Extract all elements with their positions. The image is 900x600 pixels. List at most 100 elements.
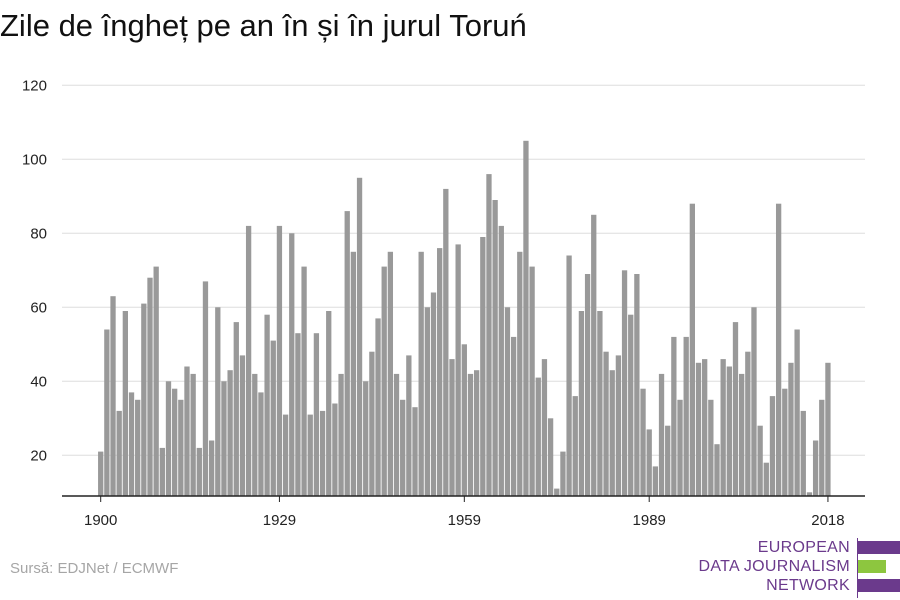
bar-1941[interactable] [350,251,357,496]
bar-2005[interactable] [745,351,751,496]
bar-1959[interactable] [461,344,467,496]
bar-1991[interactable] [658,373,665,496]
bar-1990[interactable] [652,466,659,496]
bar-1982[interactable] [603,351,609,496]
bar-1958[interactable] [455,244,461,496]
bar-1972[interactable] [541,359,548,496]
bar-1923[interactable] [239,355,246,496]
bar-1994[interactable] [677,399,683,496]
bar-1953[interactable] [424,307,430,496]
bar-1998[interactable] [702,359,708,496]
bar-2008[interactable] [763,462,769,496]
bar-1997[interactable] [695,362,702,496]
bar-2006[interactable] [751,307,757,496]
bar-1984[interactable] [615,355,622,496]
bar-1905[interactable] [128,392,135,496]
bar-1966[interactable] [504,307,511,496]
bar-1907[interactable] [141,303,147,496]
bar-2007[interactable] [757,425,763,496]
bar-1945[interactable] [375,318,381,496]
bar-1974[interactable] [554,488,560,496]
bar-2016[interactable] [812,440,819,497]
bar-1932[interactable] [295,333,301,496]
bar-1918[interactable] [208,440,215,497]
bar-1978[interactable] [578,311,585,496]
bar-1977[interactable] [572,396,578,496]
bar-1939[interactable] [338,373,344,496]
bar-1963[interactable] [486,174,492,496]
bar-1979[interactable] [584,274,591,496]
bar-1908[interactable] [147,277,153,496]
bar-1968[interactable] [517,251,523,496]
bar-1999[interactable] [708,399,714,496]
bar-1924[interactable] [245,225,252,496]
bar-1952[interactable] [418,251,424,496]
bar-1930[interactable] [282,414,289,496]
bar-1995[interactable] [683,336,689,496]
bar-1964[interactable] [492,200,498,496]
bar-1929[interactable] [276,225,283,496]
bar-1937[interactable] [326,311,332,496]
bar-1900[interactable] [98,451,104,496]
bar-2001[interactable] [720,359,726,496]
bar-2010[interactable] [775,203,782,496]
bar-2015[interactable] [806,492,813,496]
edjnet-logo[interactable]: EUROPEAN DATA JOURNALISM NETWORK [699,538,900,598]
bar-1925[interactable] [252,373,258,496]
bar-1985[interactable] [621,270,628,496]
bar-1904[interactable] [122,311,128,496]
bar-1993[interactable] [671,336,677,496]
bar-1910[interactable] [159,447,165,496]
bar-1992[interactable] [665,425,671,496]
bar-1928[interactable] [270,340,276,496]
bar-1902[interactable] [110,296,116,496]
bar-1957[interactable] [449,359,455,496]
bar-1943[interactable] [363,381,369,496]
bar-1983[interactable] [609,370,615,496]
bar-1987[interactable] [634,274,640,496]
bar-2009[interactable] [769,396,776,496]
bar-1971[interactable] [535,377,541,496]
bar-1901[interactable] [104,329,110,497]
bar-2003[interactable] [732,322,739,496]
bar-1903[interactable] [116,410,122,496]
bar-1920[interactable] [221,381,227,496]
bar-1935[interactable] [313,333,320,496]
bar-1946[interactable] [381,266,387,496]
bar-1914[interactable] [184,366,190,497]
bar-1950[interactable] [406,355,412,496]
bar-1965[interactable] [498,225,504,496]
bar-1934[interactable] [307,414,313,496]
bar-2011[interactable] [782,388,788,496]
bar-2012[interactable] [788,362,794,496]
bar-1917[interactable] [202,281,209,496]
bar-1921[interactable] [227,370,233,496]
bar-1919[interactable] [215,307,221,496]
bar-2018[interactable] [825,362,831,496]
bar-1915[interactable] [190,373,196,496]
bar-1922[interactable] [233,322,239,496]
bar-1960[interactable] [467,373,474,496]
bar-1938[interactable] [332,403,338,497]
bar-1970[interactable] [529,266,535,496]
bar-1962[interactable] [480,237,486,496]
bar-1954[interactable] [430,292,437,497]
bar-2004[interactable] [739,373,745,496]
bar-1975[interactable] [560,451,566,496]
bar-1949[interactable] [400,399,406,496]
bar-1912[interactable] [172,388,178,496]
bar-1956[interactable] [443,188,449,496]
bar-1981[interactable] [597,311,603,496]
bar-2014[interactable] [800,410,806,496]
bar-1931[interactable] [289,233,295,497]
bar-1955[interactable] [437,248,443,496]
bar-1911[interactable] [165,381,172,496]
bar-1916[interactable] [196,447,202,496]
bar-1948[interactable] [393,373,400,496]
bar-1996[interactable] [689,203,695,496]
bar-2002[interactable] [726,366,732,497]
bar-1988[interactable] [640,388,646,496]
bar-1947[interactable] [387,251,394,496]
bar-1989[interactable] [646,429,652,496]
bar-1973[interactable] [547,418,554,496]
